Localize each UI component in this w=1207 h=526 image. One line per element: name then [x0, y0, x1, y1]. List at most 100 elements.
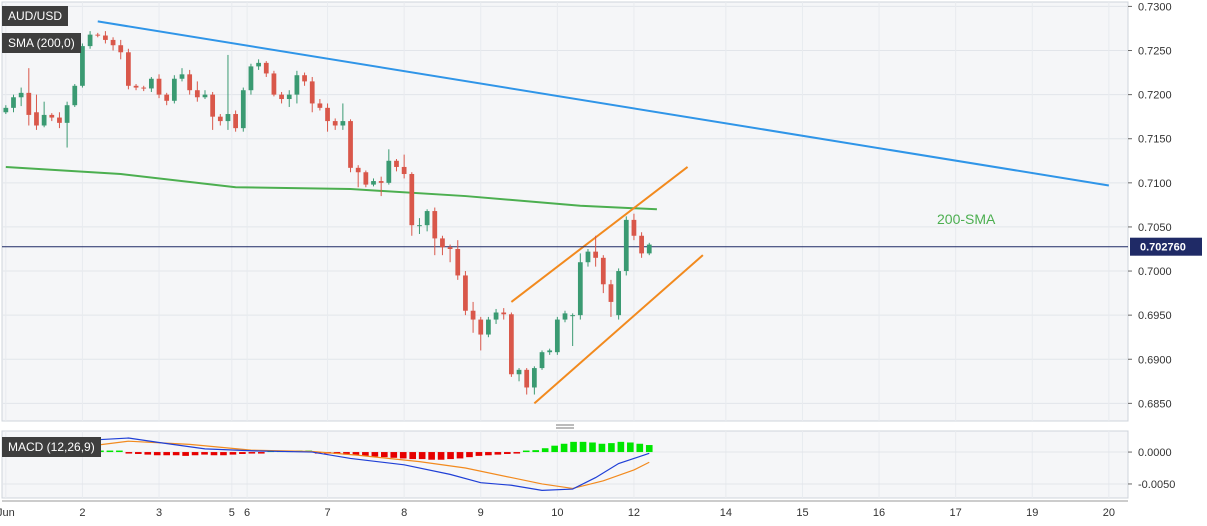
candle-bullish[interactable]: [11, 97, 16, 108]
candle-bearish[interactable]: [164, 94, 170, 101]
candle-bullish[interactable]: [148, 78, 154, 89]
candle-bullish[interactable]: [616, 271, 621, 316]
candle-bearish[interactable]: [378, 181, 384, 183]
candle-bearish[interactable]: [363, 172, 369, 185]
candle-bearish[interactable]: [432, 211, 438, 239]
candle-bearish[interactable]: [631, 219, 637, 236]
candle-bearish[interactable]: [440, 238, 445, 248]
candle-bullish[interactable]: [248, 66, 254, 91]
macd-line: [5, 437, 650, 491]
candle-bullish[interactable]: [585, 251, 591, 263]
candle-bearish[interactable]: [608, 284, 614, 302]
candle-bearish[interactable]: [639, 235, 644, 254]
macd-histogram-bar: [494, 452, 502, 455]
candle-bearish[interactable]: [95, 34, 101, 36]
candle-bullish[interactable]: [240, 90, 246, 129]
candle-bullish[interactable]: [64, 105, 70, 123]
candle-bullish[interactable]: [171, 78, 177, 101]
candle-bearish[interactable]: [279, 94, 284, 100]
candle-bullish[interactable]: [286, 94, 292, 100]
candle-bullish[interactable]: [202, 94, 208, 98]
candle-bearish[interactable]: [355, 167, 361, 173]
macd-histogram-bar: [418, 452, 426, 460]
candle-bearish[interactable]: [34, 112, 39, 126]
candle-bearish[interactable]: [600, 257, 606, 285]
candle-bearish[interactable]: [133, 85, 139, 88]
candle-bullish[interactable]: [562, 313, 568, 320]
candle-bearish[interactable]: [103, 35, 108, 40]
candle-bearish[interactable]: [524, 369, 530, 388]
candle-bullish[interactable]: [80, 46, 85, 86]
candle-bearish[interactable]: [394, 160, 399, 167]
candle-bullish[interactable]: [340, 121, 346, 126]
candle-bearish[interactable]: [509, 314, 514, 375]
candle-bearish[interactable]: [409, 174, 415, 226]
candle-bearish[interactable]: [26, 92, 32, 115]
price-tick-label: 0.6900: [1138, 354, 1172, 366]
macd-histogram-bar: [551, 445, 558, 453]
candle-bearish[interactable]: [470, 310, 476, 320]
candle-bullish[interactable]: [87, 34, 93, 47]
candle-bullish[interactable]: [493, 312, 499, 320]
candle-bearish[interactable]: [110, 39, 116, 46]
candle-bearish[interactable]: [57, 117, 62, 123]
candle-bearish[interactable]: [118, 45, 124, 53]
sma-label[interactable]: SMA (200,0): [2, 33, 81, 53]
candle-bullish[interactable]: [516, 369, 522, 375]
candle-bearish[interactable]: [309, 81, 315, 104]
candle-bearish[interactable]: [271, 73, 277, 95]
candle-bearish[interactable]: [325, 107, 330, 122]
candle-bullish[interactable]: [72, 85, 78, 106]
candle-bearish[interactable]: [317, 103, 323, 108]
candle-bullish[interactable]: [417, 225, 422, 227]
candle-bullish[interactable]: [371, 181, 376, 185]
candle-bearish[interactable]: [233, 114, 239, 129]
candle-bearish[interactable]: [210, 94, 216, 117]
candle-bearish[interactable]: [501, 312, 507, 315]
candle-bearish[interactable]: [194, 90, 200, 98]
candle-bullish[interactable]: [570, 315, 576, 317]
candle-bullish[interactable]: [41, 114, 47, 126]
candle-bullish[interactable]: [256, 62, 261, 67]
candle-bearish[interactable]: [447, 247, 453, 249]
candle-bearish[interactable]: [49, 114, 55, 118]
macd-label[interactable]: MACD (12,26,9): [2, 437, 101, 457]
candle-bullish[interactable]: [3, 107, 9, 113]
candle-bearish[interactable]: [463, 275, 468, 311]
candle-bullish[interactable]: [294, 75, 300, 95]
candle-bullish[interactable]: [547, 350, 553, 353]
candle-bullish[interactable]: [646, 244, 652, 254]
candle-bullish[interactable]: [539, 352, 545, 369]
candle-bearish[interactable]: [478, 319, 484, 335]
candle-bearish[interactable]: [187, 74, 193, 91]
macd-histogram-bar: [257, 452, 265, 454]
macd-histogram-bar: [627, 442, 634, 453]
candle-bullish[interactable]: [18, 92, 24, 98]
candle-bearish[interactable]: [593, 251, 599, 258]
macd-histogram-bar: [504, 452, 511, 454]
macd-histogram-bar: [343, 452, 350, 455]
symbol-label[interactable]: AUD/USD: [2, 6, 69, 26]
candle-bullish[interactable]: [577, 262, 583, 316]
candle-bearish[interactable]: [156, 78, 162, 95]
candle-bearish[interactable]: [263, 62, 269, 74]
macd-histogram-bar: [144, 452, 152, 455]
candle-bullish[interactable]: [486, 319, 491, 335]
sma200-line: [5, 165, 657, 211]
candle-bearish[interactable]: [217, 116, 223, 122]
candle-bearish[interactable]: [455, 248, 461, 276]
candle-bullish[interactable]: [531, 368, 537, 388]
candle-bearish[interactable]: [141, 87, 147, 89]
candle-bearish[interactable]: [348, 121, 353, 168]
candle-bearish[interactable]: [401, 166, 407, 175]
macd-histogram-bar: [153, 452, 161, 456]
candle-bullish[interactable]: [424, 211, 430, 226]
candle-bullish[interactable]: [386, 160, 392, 183]
candle-bearish[interactable]: [126, 52, 131, 86]
candle-bearish[interactable]: [302, 75, 307, 82]
candle-bullish[interactable]: [225, 114, 231, 122]
candle-bullish[interactable]: [623, 219, 629, 272]
candle-bullish[interactable]: [554, 319, 560, 353]
candle-bullish[interactable]: [179, 74, 185, 79]
candle-bearish[interactable]: [332, 121, 338, 126]
